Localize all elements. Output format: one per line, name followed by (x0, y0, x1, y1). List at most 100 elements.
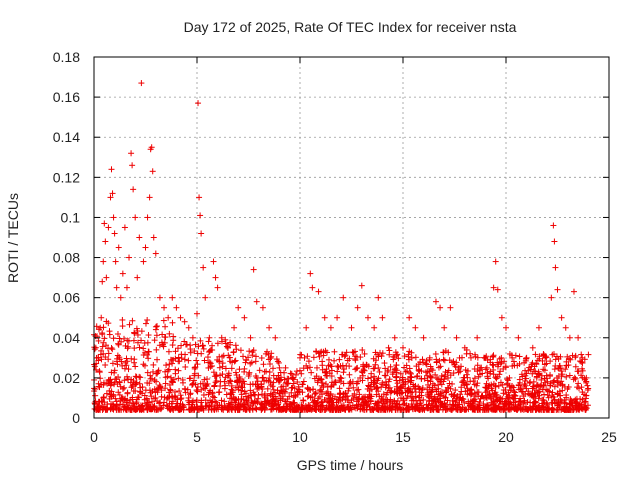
data-point (266, 361, 273, 368)
data-point (443, 388, 450, 395)
data-point (240, 401, 247, 408)
data-point (371, 373, 378, 380)
data-point (219, 360, 226, 367)
data-point (178, 342, 185, 349)
data-point (393, 362, 400, 369)
data-point (375, 294, 382, 301)
data-point (386, 404, 393, 411)
data-point (134, 331, 141, 338)
data-point (416, 368, 423, 375)
data-point (265, 351, 272, 358)
data-point (305, 358, 312, 365)
data-point (517, 395, 524, 402)
data-point (124, 358, 131, 365)
data-point (444, 406, 451, 413)
data-point (217, 378, 224, 385)
data-point (442, 394, 449, 401)
x-axis-label: GPS time / hours (297, 457, 404, 473)
data-point (98, 356, 105, 363)
data-point (579, 365, 586, 372)
data-point (359, 347, 366, 354)
data-point (392, 406, 399, 413)
data-point (456, 406, 463, 413)
data-point (131, 359, 138, 366)
data-point (228, 406, 235, 413)
data-point (328, 403, 335, 410)
data-point (536, 371, 543, 378)
data-point (424, 372, 431, 379)
data-point (391, 334, 398, 341)
data-point (218, 397, 225, 404)
data-point (175, 367, 182, 374)
data-point (123, 284, 130, 291)
data-point (317, 349, 324, 356)
data-point (462, 380, 469, 387)
data-point (314, 364, 321, 371)
data-point (260, 361, 267, 368)
y-tick-label: 0.1 (61, 209, 81, 225)
data-point (378, 393, 385, 400)
data-point (227, 339, 234, 346)
data-point (497, 368, 504, 375)
data-point (285, 375, 292, 382)
data-point (392, 400, 399, 407)
data-point (548, 294, 555, 301)
data-point (512, 352, 519, 359)
data-point (200, 345, 207, 352)
data-point (229, 359, 236, 366)
data-point (144, 369, 151, 376)
data-point (426, 356, 433, 363)
data-point (290, 376, 297, 383)
data-point (435, 364, 442, 371)
data-point (234, 377, 241, 384)
data-point (276, 364, 283, 371)
data-point (211, 373, 218, 380)
data-point (133, 373, 140, 380)
data-point (452, 387, 459, 394)
data-point (340, 380, 347, 387)
data-point (353, 365, 360, 372)
data-point (340, 390, 347, 397)
data-point (304, 406, 311, 413)
data-point (529, 344, 536, 351)
data-point (165, 314, 172, 321)
data-point (195, 100, 202, 107)
data-point (431, 397, 438, 404)
data-point (438, 372, 445, 379)
data-point (433, 375, 440, 382)
data-point (229, 389, 236, 396)
data-point (453, 334, 460, 341)
data-point (140, 258, 147, 265)
data-point (352, 353, 359, 360)
data-point (372, 361, 379, 368)
data-point (215, 389, 222, 396)
data-point (125, 337, 132, 344)
data-point (412, 393, 419, 400)
data-point (284, 401, 291, 408)
data-point (165, 394, 172, 401)
data-point (334, 314, 341, 321)
data-point (195, 372, 202, 379)
data-point (347, 378, 354, 385)
data-point (136, 234, 143, 241)
data-point (121, 365, 128, 372)
data-point (543, 360, 550, 367)
data-point (252, 381, 259, 388)
data-point (232, 342, 239, 349)
data-point (522, 372, 529, 379)
data-point (146, 380, 153, 387)
data-point (458, 388, 465, 395)
data-point (315, 288, 322, 295)
data-point (287, 370, 294, 377)
data-point (450, 358, 457, 365)
data-point (354, 387, 361, 394)
data-point (410, 381, 417, 388)
data-point (222, 374, 229, 381)
x-tick-label: 25 (601, 429, 617, 445)
data-point (344, 357, 351, 364)
data-point (189, 381, 196, 388)
data-point (325, 356, 332, 363)
data-point (308, 369, 315, 376)
data-point (132, 373, 139, 380)
data-point (471, 351, 478, 358)
